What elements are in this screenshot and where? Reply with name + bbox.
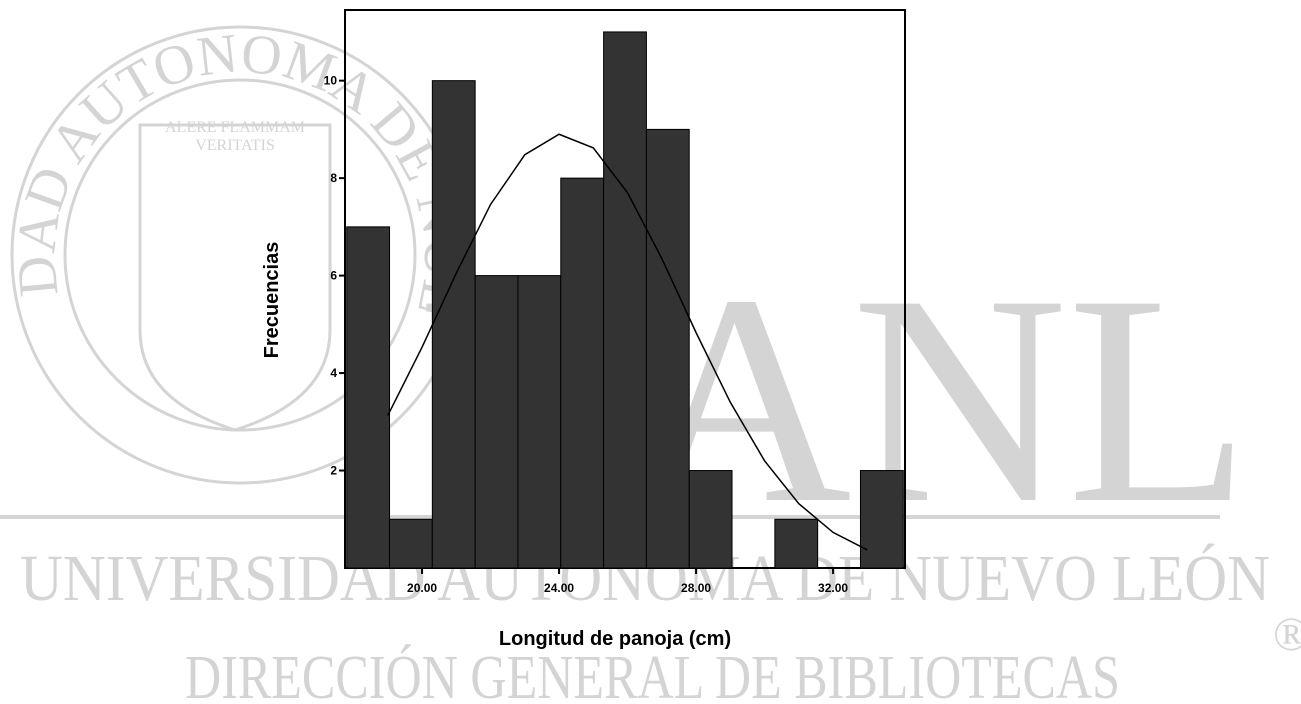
x-tick-label: 32.00	[818, 581, 848, 595]
x-tick-label: 28.00	[681, 581, 711, 595]
department: DIRECCIÓN GENERAL DE BIBLIOTECAS	[185, 644, 1120, 704]
y-tick-label: 6	[330, 269, 337, 283]
bar	[517, 275, 562, 569]
shield	[138, 123, 332, 432]
seal-text: UNIVERSIDAD AUTONOMA DE NUEVO LEON	[0, 0, 474, 321]
bar	[859, 470, 904, 569]
registered: ®	[1273, 608, 1301, 661]
bar	[603, 31, 647, 569]
seal-ring	[63, 78, 417, 432]
bar	[774, 518, 819, 569]
bar	[560, 177, 605, 569]
x-axis-label: Longitud de panoja (cm)	[499, 628, 731, 650]
y-tick-label: 8	[330, 171, 337, 185]
bar	[431, 80, 476, 569]
x-tick-label: 24.00	[544, 581, 574, 595]
seal-text-path: UNIVERSIDAD AUTONOMA DE NUEVO LEON	[0, 0, 474, 321]
normal-curve	[387, 133, 868, 551]
y-tick-label: 10	[324, 74, 338, 88]
y-tick-label: 2	[330, 464, 337, 478]
motto: ALERE FLAMMAM	[165, 119, 305, 136]
y-tick-label: 4	[330, 366, 337, 380]
motto: VERITATIS	[195, 137, 275, 154]
x-tick-label: 20.00	[407, 581, 437, 595]
bar	[688, 470, 733, 569]
y-axis-label: Frecuencias	[261, 242, 283, 359]
bar	[389, 518, 433, 569]
bar	[645, 128, 690, 569]
bar	[474, 275, 519, 569]
bar	[346, 226, 391, 569]
